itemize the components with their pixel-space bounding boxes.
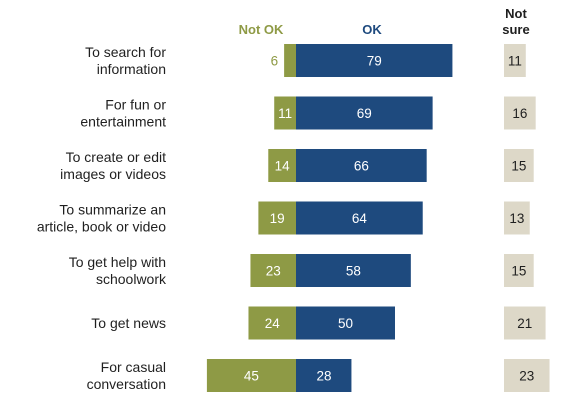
header-ok: OK (362, 22, 382, 37)
value-label-not-ok: 6 (271, 54, 279, 69)
bar-not-sure (504, 149, 534, 182)
bar-ok (296, 44, 453, 77)
category-label-line: article, book or video (37, 219, 166, 235)
category-label-line: schoolwork (96, 271, 167, 287)
value-label-ok: 50 (338, 316, 353, 331)
value-label-not-ok: 24 (265, 316, 281, 331)
value-label-not-sure: 23 (519, 369, 534, 384)
value-label-ok: 66 (354, 159, 369, 174)
category-label-line: To get help with (69, 254, 166, 270)
bar-not-ok (268, 149, 296, 182)
category-label-line: images or videos (60, 166, 166, 182)
value-label-ok: 64 (352, 211, 368, 226)
bar-not-sure (504, 359, 550, 392)
category-label-line: information (97, 61, 166, 77)
category-label-line: entertainment (80, 114, 166, 130)
value-label-ok: 69 (357, 106, 372, 121)
bar-not-sure (504, 306, 546, 340)
value-label-not-ok: 14 (275, 159, 291, 174)
bar-not-ok (206, 359, 296, 392)
value-label-not-ok: 23 (266, 264, 281, 279)
header-not-ok: Not OK (239, 22, 284, 37)
bar-not-ok (284, 44, 296, 77)
value-label-not-sure: 15 (511, 264, 526, 279)
value-label-not-ok: 19 (270, 211, 285, 226)
value-label-not-sure: 15 (511, 159, 526, 174)
bar-ok (296, 149, 427, 182)
bar-not-sure (504, 201, 530, 235)
value-label-not-ok: 11 (278, 106, 292, 121)
header-not-sure-line-1: Not (505, 6, 527, 21)
bar-not-ok (250, 254, 296, 287)
category-label-line: For casual (101, 359, 166, 375)
bar-not-ok (258, 201, 296, 235)
value-label-not-sure: 11 (508, 54, 522, 69)
value-label-not-sure: 13 (509, 211, 524, 226)
value-label-ok: 58 (346, 264, 361, 279)
bar-not-sure (504, 96, 536, 130)
bar-not-sure (504, 254, 534, 287)
bars: 6 79 11 11 69 16 14 66 15 19 64 13 23 58 15 24 50 21 45 28 2… (206, 44, 550, 392)
category-label-line: conversation (87, 376, 166, 392)
value-label-ok: 28 (316, 369, 331, 384)
bar-ok (296, 306, 395, 340)
category-label-line: To summarize an (59, 202, 166, 218)
header-not-sure-line-2: sure (502, 22, 529, 37)
category-label-line: For fun or (105, 97, 166, 113)
bar-ok (296, 96, 433, 130)
value-label-not-ok: 45 (244, 369, 259, 384)
value-label-not-sure: 21 (517, 316, 532, 331)
bar-not-sure (504, 44, 526, 77)
category-label-line: To get news (91, 315, 166, 331)
category-label-line: To search for (85, 44, 166, 60)
bar-not-ok (248, 306, 296, 340)
value-label-ok: 79 (367, 54, 382, 69)
bar-ok (296, 201, 423, 235)
value-label-not-sure: 16 (512, 106, 527, 121)
bar-not-ok (274, 96, 296, 130)
bar-ok (296, 359, 352, 392)
bar-ok (296, 254, 411, 287)
category-label-line: To create or edit (66, 149, 166, 165)
